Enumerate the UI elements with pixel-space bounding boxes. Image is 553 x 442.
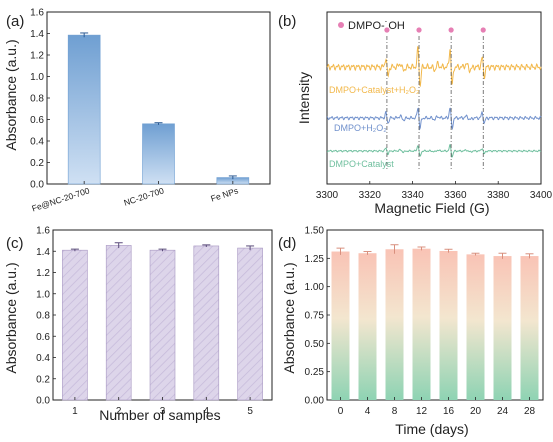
- x-tick-label: 4: [365, 406, 371, 417]
- x-tick-label: 28: [524, 406, 536, 417]
- y-tick-label: 0.6: [30, 115, 44, 126]
- y-tick-label: 1.4: [36, 247, 50, 258]
- bar: [493, 256, 512, 400]
- x-tick-label: NC-20-700: [122, 185, 165, 207]
- bar: [105, 245, 132, 401]
- panel-d-letter: (d): [278, 235, 296, 252]
- plot-frame: [326, 11, 542, 185]
- panel-a-letter: (a): [6, 13, 24, 30]
- peak-marker: [416, 27, 422, 33]
- x-tick-label: 3300: [316, 190, 339, 201]
- y-tick-label: 1.6: [30, 8, 44, 19]
- panel-d-bar-chart: (d) Absorbance (a.u.) Time (days) 0.00 0.…: [278, 226, 544, 437]
- y-tick-label: 1.50: [305, 226, 325, 237]
- y-tick-label: 1.00: [305, 282, 325, 293]
- x-tick-label: 16: [443, 406, 455, 417]
- spectrum-line: [326, 144, 542, 159]
- y-tick-label: 1.0: [30, 72, 44, 83]
- y-tick-label: 0.6: [36, 332, 50, 343]
- x-tick-label: Fe NPs: [209, 185, 239, 203]
- bar: [193, 245, 220, 401]
- y-tick-label: 1.0: [36, 289, 50, 300]
- panel-c-letter: (c): [6, 235, 24, 252]
- bar: [520, 256, 539, 400]
- bar: [385, 249, 404, 400]
- panel-d-y-axis-label: Absorbance (a.u.): [281, 262, 297, 373]
- x-tick-label: 3320: [359, 190, 382, 201]
- panel-b-series-label-catalyst-h2o2: DMPO+Catalyst+H₂O₂: [329, 85, 420, 95]
- peak-marker: [480, 27, 486, 33]
- bar: [149, 249, 176, 401]
- panel-b-legend-marker: [338, 22, 344, 28]
- y-tick-label: 1.6: [36, 226, 50, 237]
- x-tick-label: 2: [116, 406, 122, 417]
- peak-marker: [384, 27, 390, 33]
- panel-b-letter: (b): [278, 13, 296, 30]
- panel-a-y-axis-label: Absorbance (a.u.): [3, 39, 19, 150]
- bar: [358, 253, 377, 400]
- panel-c-bar-chart: (c) Absorbance (a.u.) Number of samples …: [3, 226, 273, 423]
- bar: [142, 123, 175, 185]
- panel-c-x-axis-label: Number of samples: [99, 407, 220, 423]
- x-tick-label: 4: [204, 406, 210, 417]
- x-tick-label: 8: [392, 406, 398, 417]
- panel-b-x-axis-label: Magnetic Field (G): [374, 200, 489, 216]
- panel-c-y-axis-label: Absorbance (a.u.): [3, 262, 19, 373]
- panel-b-epr-spectrum: (b) Intensity Magnetic Field (G) 3300 332…: [278, 11, 553, 216]
- y-tick-label: 1.2: [36, 268, 50, 279]
- x-tick-label: 3400: [530, 190, 553, 201]
- y-tick-label: 0.4: [36, 353, 50, 364]
- bar: [439, 250, 458, 400]
- y-tick-label: 1.4: [30, 29, 44, 40]
- panel-b-series-label-catalyst: DMPO+Catalyst: [329, 159, 394, 169]
- bar: [67, 34, 101, 185]
- panel-a-bar-chart: (a) Absorbance (a.u.) 0.0 0.2 0.4 0.6 0.8 1.0…: [3, 8, 271, 213]
- x-tick-label: 0: [338, 406, 344, 417]
- y-tick-label: 0.50: [305, 339, 325, 350]
- panel-b-legend-label: DMPO-˙OH: [348, 20, 405, 32]
- y-tick-label: 0.75: [305, 311, 325, 322]
- bar: [237, 247, 263, 401]
- x-tick-label: 24: [497, 406, 509, 417]
- y-tick-label: 0.00: [305, 396, 325, 407]
- x-tick-label: 3360: [444, 190, 467, 201]
- panel-b-y-axis-label: Intensity: [296, 72, 312, 124]
- panel-d-x-axis-label: Time (days): [395, 421, 468, 437]
- spectrum-line: [326, 46, 542, 87]
- y-tick-label: 0.2: [30, 158, 44, 169]
- y-tick-label: 0.8: [30, 94, 44, 105]
- spectrum-line: [326, 107, 542, 131]
- y-tick-label: 0.25: [305, 367, 325, 378]
- x-tick-label: 3: [160, 406, 166, 417]
- x-tick-label: 5: [247, 406, 253, 417]
- y-tick-label: 0.4: [30, 137, 44, 148]
- x-tick-label: 1: [72, 406, 78, 417]
- x-tick-label: 3340: [401, 190, 424, 201]
- bar: [466, 254, 485, 400]
- bar: [62, 249, 88, 401]
- y-tick-label: 0.8: [36, 311, 50, 322]
- y-tick-label: 1.2: [30, 51, 44, 62]
- y-tick-label: 0.2: [36, 374, 50, 385]
- y-tick-label: 1.25: [305, 254, 325, 265]
- x-tick-label: 12: [416, 406, 428, 417]
- bar: [331, 251, 350, 400]
- y-tick-label: 0.0: [30, 180, 44, 191]
- y-tick-label: 0.0: [36, 396, 50, 407]
- panel-b-series-label-h2o2: DMPO+H₂O₂: [334, 123, 387, 133]
- bar: [412, 248, 431, 400]
- x-tick-label: 20: [470, 406, 482, 417]
- x-tick-label: 3380: [487, 190, 510, 201]
- peak-marker: [448, 27, 454, 33]
